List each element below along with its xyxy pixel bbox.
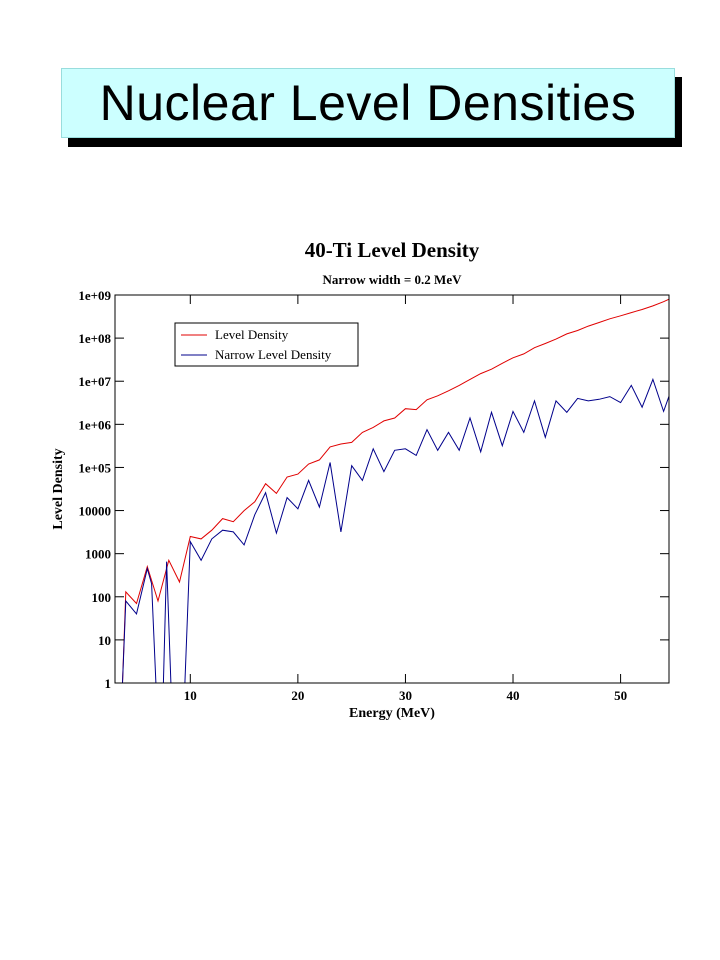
slide-title-box: Nuclear Level Densities [61, 68, 675, 138]
x-tick-label: 10 [184, 688, 197, 703]
y-axis-label: Level Density [51, 448, 66, 529]
slide-title: Nuclear Level Densities [99, 75, 637, 131]
y-tick-label: 100 [92, 590, 112, 605]
x-tick-label: 40 [507, 688, 520, 703]
y-tick-label: 1e+07 [78, 374, 111, 389]
y-tick-label: 1000 [85, 547, 111, 562]
chart-subtitle: Narrow width = 0.2 MeV [323, 272, 463, 287]
chart-title: 40-Ti Level Density [305, 238, 480, 262]
series-layer [115, 298, 669, 683]
x-tick-label: 30 [399, 688, 412, 703]
y-tick-label: 1 [105, 676, 112, 691]
legend-label-narrow-level-density: Narrow Level Density [215, 347, 332, 362]
y-tick-label: 1e+09 [78, 288, 111, 303]
plot-frame [114, 294, 670, 684]
legend-label-level-density: Level Density [215, 327, 289, 342]
x-tick-label: 20 [291, 688, 304, 703]
x-axis: 10 20 30 40 50 [184, 295, 627, 703]
x-axis-label: Energy (MeV) [349, 706, 435, 721]
series-line-level-density [115, 298, 669, 683]
y-tick-label: 10 [98, 633, 111, 648]
legend: Level Density Narrow Level Density [174, 322, 359, 367]
y-tick-label: 10000 [79, 504, 112, 519]
legend-box [174, 322, 359, 367]
y-axis: 1 10 100 1000 10000 1e+05 1e+06 1e+07 1e+08 1e+09 [78, 288, 669, 691]
series-line-narrow-level-density [115, 377, 669, 683]
y-tick-label: 1e+08 [78, 331, 111, 346]
y-tick-label: 1e+05 [78, 460, 111, 475]
x-tick-label: 50 [614, 688, 627, 703]
y-tick-label: 1e+06 [78, 417, 111, 432]
